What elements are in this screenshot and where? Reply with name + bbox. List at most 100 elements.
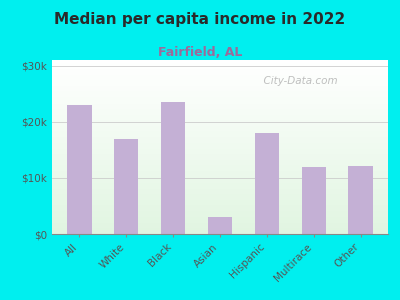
Bar xyxy=(302,167,326,234)
Bar xyxy=(348,166,373,234)
Bar xyxy=(52,71,388,72)
Bar xyxy=(52,145,388,146)
Bar xyxy=(52,60,388,61)
Bar xyxy=(52,146,388,147)
Bar xyxy=(52,187,388,188)
Text: Median per capita income in 2022: Median per capita income in 2022 xyxy=(54,12,346,27)
Bar xyxy=(52,144,388,145)
Bar xyxy=(52,83,388,84)
Bar xyxy=(52,64,388,65)
Bar xyxy=(52,80,388,81)
Text: City-Data.com: City-Data.com xyxy=(257,76,338,86)
Bar xyxy=(52,216,388,217)
Bar xyxy=(52,228,388,229)
Bar xyxy=(52,160,388,161)
Bar xyxy=(52,209,388,210)
Bar xyxy=(52,78,388,79)
Bar xyxy=(52,81,388,82)
Bar xyxy=(52,136,388,137)
Bar xyxy=(52,63,388,64)
Bar xyxy=(114,139,138,234)
Bar xyxy=(52,151,388,152)
Bar xyxy=(52,139,388,140)
Bar xyxy=(52,230,388,231)
Bar xyxy=(52,171,388,172)
Bar xyxy=(52,110,388,111)
Bar xyxy=(52,200,388,201)
Bar xyxy=(52,108,388,109)
Bar xyxy=(52,66,388,67)
Bar xyxy=(52,79,388,80)
Bar xyxy=(52,74,388,75)
Bar xyxy=(52,65,388,66)
Bar xyxy=(52,222,388,223)
Bar xyxy=(52,153,388,154)
Bar xyxy=(52,174,388,175)
Bar xyxy=(52,142,388,143)
Bar xyxy=(52,157,388,158)
Bar xyxy=(52,138,388,139)
Bar xyxy=(52,84,388,85)
Bar xyxy=(52,207,388,208)
Bar xyxy=(52,154,388,155)
Bar xyxy=(161,102,185,234)
Bar xyxy=(52,123,388,124)
Bar xyxy=(52,82,388,83)
Bar xyxy=(52,92,388,93)
Bar xyxy=(52,114,388,115)
Bar xyxy=(52,143,388,144)
Bar xyxy=(52,233,388,234)
Bar xyxy=(52,193,388,194)
Bar xyxy=(52,128,388,129)
Bar xyxy=(52,206,388,207)
Bar xyxy=(52,188,388,189)
Bar xyxy=(52,189,388,190)
Bar xyxy=(52,61,388,62)
Bar xyxy=(52,91,388,92)
Bar xyxy=(52,176,388,177)
Bar xyxy=(52,112,388,113)
Bar xyxy=(52,182,388,183)
Bar xyxy=(52,99,388,100)
Bar xyxy=(208,217,232,234)
Bar xyxy=(52,198,388,199)
Bar xyxy=(52,203,388,204)
Bar xyxy=(52,159,388,160)
Bar xyxy=(52,190,388,191)
Bar xyxy=(52,158,388,159)
Bar xyxy=(52,73,388,74)
Bar xyxy=(52,93,388,94)
Bar xyxy=(52,69,388,70)
Bar xyxy=(52,67,388,68)
Bar xyxy=(52,169,388,170)
Bar xyxy=(52,152,388,153)
Bar xyxy=(52,122,388,123)
Bar xyxy=(52,225,388,226)
Bar xyxy=(52,75,388,76)
Bar xyxy=(52,97,388,98)
Bar xyxy=(52,175,388,176)
Bar xyxy=(52,94,388,95)
Bar xyxy=(52,115,388,116)
Bar xyxy=(52,103,388,104)
Bar xyxy=(52,137,388,138)
Bar xyxy=(52,221,388,222)
Bar xyxy=(52,185,388,186)
Bar xyxy=(52,77,388,78)
Bar xyxy=(52,179,388,180)
Bar xyxy=(52,125,388,126)
Bar xyxy=(52,131,388,132)
Bar xyxy=(52,102,388,103)
Bar xyxy=(52,117,388,118)
Bar xyxy=(52,113,388,114)
Bar xyxy=(52,98,388,99)
Bar xyxy=(52,181,388,182)
Bar xyxy=(52,197,388,198)
Bar xyxy=(52,101,388,102)
Bar xyxy=(52,133,388,134)
Bar xyxy=(52,140,388,141)
Bar xyxy=(52,118,388,119)
Bar xyxy=(52,161,388,162)
Bar xyxy=(52,227,388,228)
Bar xyxy=(52,96,388,97)
